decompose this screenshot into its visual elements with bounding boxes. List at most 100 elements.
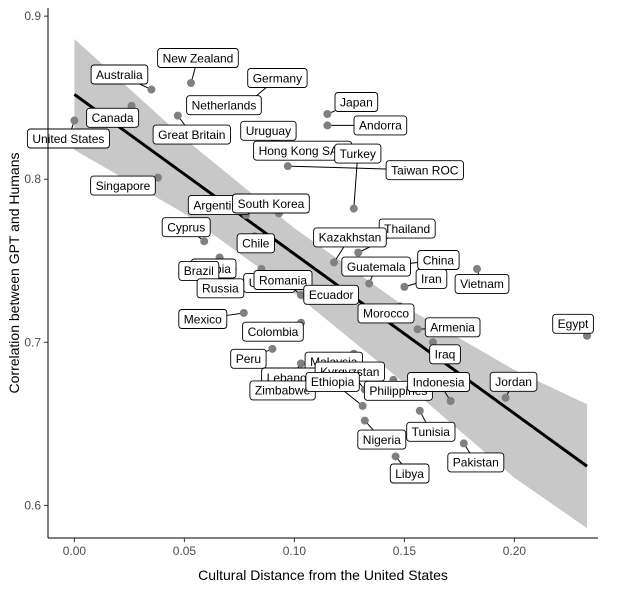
point-indonesia [446,397,455,406]
point-guatemala [365,279,374,288]
label-germany: Germany [253,71,302,85]
label-japan: Japan [340,95,373,109]
point-andorra [323,121,332,130]
x-tick-label-0-00: 0.00 [63,544,87,558]
label-colombia: Colombia [248,325,299,339]
point-pakistan [459,439,468,448]
point-new-zealand [187,79,195,88]
point-australia [147,85,156,94]
label-taiwan-roc: Taiwan ROC [391,163,459,177]
label-box-germany [247,68,308,88]
label-box-turkey [334,143,382,164]
label-russia: Russia [202,282,239,296]
point-iraq [429,338,437,347]
label-box-kazakhstan [313,227,387,248]
label-great-britain: Great Britain [158,128,225,142]
label-box-peru [230,348,267,369]
label-libya: Libya [395,467,424,481]
y-tick-label-0-6: 0.6 [24,498,41,512]
point-peru [268,344,277,353]
label-cyprus: Cyprus [167,221,205,235]
label-netherlands: Netherlands [192,99,257,113]
label-box-russia [196,278,245,299]
label-zimbabwe: Zimbabwe [255,384,311,398]
point-great-britain [173,111,182,120]
point-mexico [239,308,248,317]
label-australia: Australia [96,68,143,82]
label-argentina: Argentina [193,198,245,212]
label-box-japan [334,92,379,112]
point-united-states [70,116,79,125]
label-south-korea: South Korea [238,197,305,211]
label-box-ecuador [303,284,359,305]
label-box-new-zealand [157,48,239,68]
label-box-colombia [242,321,304,342]
label-box-armenia [424,317,481,338]
label-andorra: Andorra [359,119,402,133]
regression-line-layer [73,93,588,468]
point-kazakhstan [330,258,338,267]
label-box-andorra [353,115,408,136]
label-box-indonesia [407,372,471,392]
label-box-pakistan [447,452,505,473]
label-box-chile [236,233,275,254]
point-canada [127,101,136,110]
point-thailand [354,248,363,257]
label-brazil: Brazil [184,264,214,278]
label-ecuador: Ecuador [309,288,354,302]
label-armenia: Armenia [430,321,475,335]
point-armenia [413,325,422,334]
label-canada: Canada [92,111,134,125]
label-box-tunisia [406,421,456,442]
y-tick-label-0-9: 0.9 [24,9,41,23]
label-box-great-britain [152,124,231,145]
label-box-nigeria [357,429,407,450]
label-box-guatemala [341,256,411,277]
label-pakistan: Pakistan [453,456,499,470]
label-kazakhstan: Kazakhstan [319,231,382,245]
label-box-iraq [429,344,461,365]
label-box-romania [253,270,313,290]
label-romania: Romania [259,273,307,287]
label-egypt: Egypt [558,317,589,331]
label-new-zealand: New Zealand [163,51,234,65]
point-iran [400,282,409,291]
label-chile: Chile [242,237,270,251]
label-vietnam: Vietnam [460,277,504,291]
label-box-egypt [552,313,594,334]
label-jordan: Jordan [495,375,532,389]
point-egypt [583,331,591,340]
leader-turkey [353,163,358,209]
x-tick-label-0-20: 0.20 [503,544,527,558]
x-tick-label-0-15: 0.15 [393,544,417,558]
point-taiwan-roc [283,162,292,171]
point-singapore [154,173,162,182]
x-axis-title: Cultural Distance from the United States [198,567,448,583]
label-china: China [423,253,455,267]
confidence-band [74,39,587,529]
label-nigeria: Nigeria [363,433,401,447]
label-box-vietnam [454,273,510,294]
point-vietnam [473,264,481,273]
label-iraq: Iraq [435,348,456,362]
label-box-netherlands [186,95,262,116]
label-turkey: Turkey [340,147,376,161]
label-ethiopia: Ethiopia [311,375,355,389]
regression-line [73,93,588,468]
label-box-australia [90,64,149,85]
label-peru: Peru [236,352,261,366]
point-turkey [349,204,358,213]
x-tick-label-0-05: 0.05 [173,544,197,558]
label-box-iran [415,268,448,289]
point-romania [297,291,305,300]
point-libya [391,452,400,461]
y-tick-label-0-8: 0.8 [24,172,41,186]
label-box-south-korea [232,193,310,214]
y-axis-title: Correlation between GPT and Humans [6,153,22,394]
label-thailand: Thailand [384,222,430,236]
leader-taiwan-roc [287,165,387,170]
label-box-libya [389,463,430,484]
label-indonesia: Indonesia [413,375,465,389]
point-japan [323,110,332,118]
